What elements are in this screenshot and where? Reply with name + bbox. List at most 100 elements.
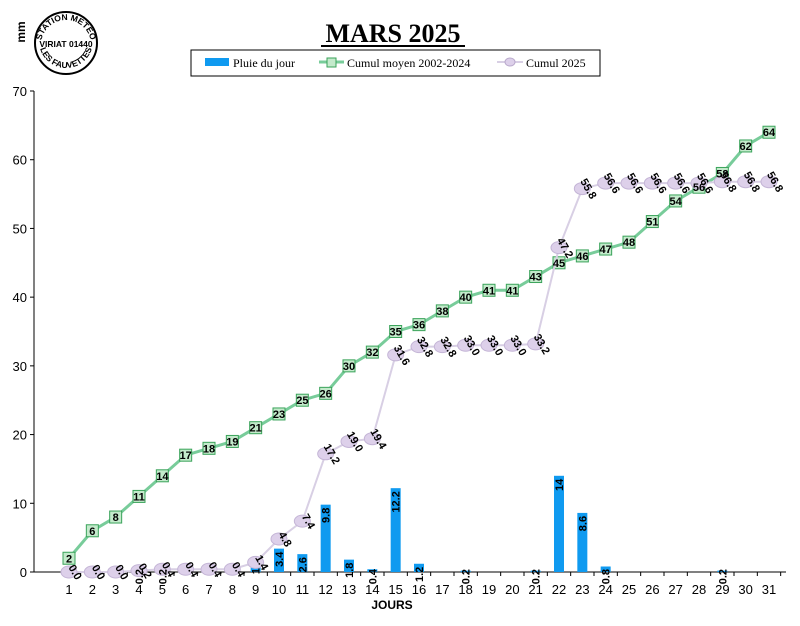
x-tick-label: 26 bbox=[645, 582, 659, 597]
avg-cumul-point bbox=[295, 393, 309, 407]
rain-bar bbox=[344, 559, 354, 572]
avg-data-label: 6 bbox=[89, 526, 95, 538]
avg-cumul-point bbox=[109, 510, 123, 524]
cum-2025-point bbox=[550, 241, 568, 255]
x-tick-label: 28 bbox=[692, 582, 706, 597]
rain-data-label: 0.2 bbox=[157, 569, 169, 584]
rain-bars bbox=[134, 475, 728, 572]
x-tick-label: 11 bbox=[296, 582, 310, 597]
cum-2025-point bbox=[293, 514, 311, 528]
x-tick-label: 20 bbox=[505, 582, 519, 597]
cum-2025-point bbox=[597, 176, 615, 190]
x-tick-label: 23 bbox=[575, 582, 589, 597]
avg-data-label: 18 bbox=[203, 443, 215, 455]
x-tick-label: 21 bbox=[528, 582, 542, 597]
x-tick-label: 18 bbox=[458, 582, 472, 597]
rain-bar bbox=[577, 512, 588, 572]
avg-data-label: 8 bbox=[113, 512, 119, 524]
avg-cumul-point bbox=[132, 489, 146, 503]
avg-data-label: 54 bbox=[670, 196, 683, 208]
avg-cumul-point bbox=[622, 235, 636, 249]
cum-2025-point bbox=[130, 564, 148, 578]
cum-2025-point bbox=[690, 176, 708, 190]
avg-data-label: 58 bbox=[716, 168, 728, 180]
cum-2025-point bbox=[527, 337, 545, 351]
legend: Pluie du jour Cumul moyen 2002-2024 Cumu… bbox=[190, 49, 601, 77]
cum-2025-point bbox=[153, 562, 171, 576]
x-tick-label: 19 bbox=[482, 582, 496, 597]
station-stamp: STATION METEO VIRIAT 01440 LES FAUVETTES bbox=[34, 11, 99, 75]
rain-bar bbox=[274, 548, 284, 572]
x-tick-label: 12 bbox=[318, 582, 332, 597]
cum-2025-point bbox=[60, 565, 78, 579]
x-tick-label: 10 bbox=[272, 582, 286, 597]
cum-2025-point bbox=[410, 340, 428, 354]
avg-data-label: 41 bbox=[483, 285, 495, 297]
cum-2025-point bbox=[573, 182, 591, 196]
avg-cumul-point bbox=[575, 249, 589, 263]
avg-cumul-point bbox=[225, 434, 239, 448]
avg-data-label: 14 bbox=[156, 471, 169, 483]
y-tick-label: 10 bbox=[13, 496, 27, 511]
x-tick-label: 29 bbox=[715, 582, 729, 597]
rain-bar bbox=[600, 566, 611, 572]
avg-data-label: 64 bbox=[763, 127, 776, 139]
x-tick-label: 31 bbox=[762, 582, 776, 597]
stamp-middle-text: VIRIAT 01440 bbox=[39, 39, 93, 49]
avg-cumul-point bbox=[365, 345, 379, 359]
rain-data-label: 1 bbox=[251, 568, 263, 574]
legend-cum-marker bbox=[504, 57, 516, 67]
cum-2025-point bbox=[83, 565, 101, 579]
x-tick-label: 17 bbox=[435, 582, 449, 597]
x-tick-label: 3 bbox=[112, 582, 119, 597]
x-tick-label: 7 bbox=[205, 582, 212, 597]
cum-2025-point bbox=[433, 340, 451, 354]
x-tick-label: 9 bbox=[252, 582, 259, 597]
y-axis-label: mm bbox=[14, 21, 28, 42]
avg-data-label: 46 bbox=[576, 251, 588, 263]
avg-data-label: 36 bbox=[413, 320, 425, 332]
avg-data-label: 51 bbox=[646, 217, 658, 229]
legend-avg-marker bbox=[326, 57, 337, 68]
rain-bar bbox=[414, 563, 424, 572]
cum-2025-point bbox=[247, 555, 265, 569]
x-tick-label: 24 bbox=[598, 582, 612, 597]
legend-cum-label: Cumul 2025 bbox=[526, 56, 586, 70]
rain-data-label: 3.4 bbox=[274, 551, 286, 567]
avg-cumul-point bbox=[319, 386, 333, 400]
cum-2025-point bbox=[177, 562, 195, 576]
rain-bar bbox=[460, 570, 471, 572]
rain-data-label: 0.2 bbox=[461, 569, 473, 584]
rain-data-label: 14 bbox=[554, 478, 566, 491]
avg-data-label: 2 bbox=[66, 553, 72, 565]
x-tick-label: 30 bbox=[738, 582, 752, 597]
avg-cumul-point bbox=[342, 359, 356, 373]
rain-bar bbox=[530, 570, 541, 572]
avg-cumul-point bbox=[179, 448, 193, 462]
legend-avg-label: Cumul moyen 2002-2024 bbox=[347, 56, 470, 70]
avg-cumul-point bbox=[762, 125, 776, 139]
rain-data-label: 1.2 bbox=[414, 567, 426, 582]
y-tick-label: 40 bbox=[13, 290, 27, 305]
x-tick-label: 14 bbox=[365, 582, 379, 597]
x-tick-label: 25 bbox=[622, 582, 636, 597]
avg-cumul-series bbox=[62, 125, 776, 565]
rain-bar bbox=[554, 475, 564, 572]
y-tick-label: 20 bbox=[13, 428, 27, 443]
x-tick-label: 15 bbox=[388, 582, 402, 597]
avg-data-label: 25 bbox=[296, 395, 308, 407]
chart-title: MARS 2025 bbox=[325, 19, 460, 48]
x-tick-label: 16 bbox=[412, 582, 426, 597]
avg-data-label: 43 bbox=[530, 272, 542, 284]
y-tick-label: 60 bbox=[13, 153, 27, 168]
cum-2025-point bbox=[387, 348, 405, 362]
cum-2025-line bbox=[69, 180, 769, 573]
legend-rain-swatch bbox=[205, 58, 229, 66]
avg-data-label: 11 bbox=[133, 491, 145, 503]
x-tick-label: 4 bbox=[135, 582, 142, 597]
avg-data-label: 21 bbox=[250, 423, 262, 435]
cum-2025-point bbox=[200, 562, 218, 576]
cum-2025-point bbox=[317, 447, 335, 461]
cum-2025-point bbox=[737, 175, 755, 189]
